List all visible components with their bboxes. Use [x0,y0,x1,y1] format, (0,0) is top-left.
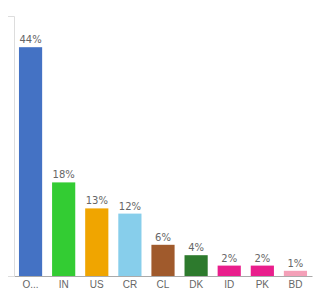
x-tick-label: CL [157,279,170,290]
data-label: 6% [155,232,171,243]
x-tick: IN [59,276,69,290]
x-tick-label: US [90,279,104,290]
bar [251,266,274,276]
x-tick: CR [123,276,137,290]
bar [52,182,75,276]
x-tick-label: IN [59,279,69,290]
bar [185,255,208,276]
x-axis: O... IN US CR CL DK ID PK BD [15,276,313,290]
x-tick-label: O... [22,279,38,290]
bar [218,266,241,276]
x-tick-label: DK [189,279,203,290]
y-axis [8,17,15,277]
bar [151,245,174,276]
bar [19,47,42,276]
x-tick-label: ID [224,279,234,290]
bar [85,208,108,276]
x-tick: O... [22,276,38,290]
x-tick: CL [157,276,170,290]
x-tick: BD [288,276,302,290]
x-tick: US [90,276,104,290]
plot: O... IN US CR CL DK ID PK BD 44% 18% 13% 12% 6% 4% 2% 2%… [8,17,313,291]
x-tick-label: PK [256,279,270,290]
bars [19,47,307,276]
data-label: 1% [288,258,304,269]
data-label: 18% [53,169,75,180]
x-tick-label: CR [123,279,137,290]
data-label: 44% [19,34,41,45]
x-tick: PK [256,276,270,290]
x-tick: DK [189,276,203,290]
data-label: 13% [86,195,108,206]
data-label: 12% [119,201,141,212]
bar [118,214,141,276]
data-label: 2% [221,253,237,264]
bar [284,271,307,276]
data-label: 2% [254,253,270,264]
data-labels: 44% 18% 13% 12% 6% 4% 2% 2% 1% [19,34,303,269]
x-tick: ID [224,276,234,290]
chart: O... IN US CR CL DK ID PK BD 44% 18% 13% 12% 6% 4% 2% 2%… [0,0,320,300]
x-axis-line [15,276,313,277]
x-tick-label: BD [288,279,302,290]
data-label: 4% [188,242,204,253]
y-axis-line [8,17,15,277]
